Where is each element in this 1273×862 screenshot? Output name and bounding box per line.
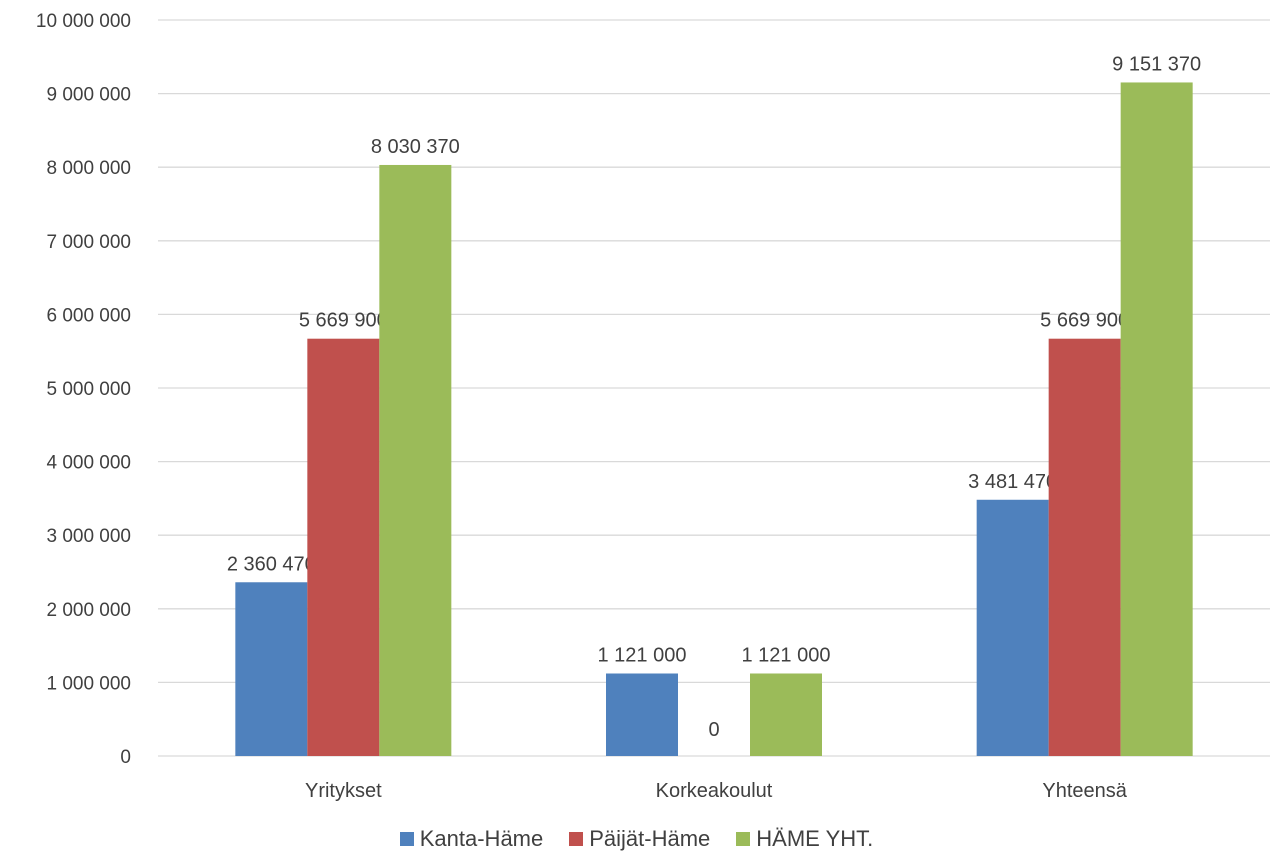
bar <box>606 673 678 756</box>
legend-swatch <box>736 832 751 846</box>
legend-label: Kanta-Häme <box>419 826 544 851</box>
data-label: 5 669 900 <box>299 310 388 332</box>
x-tick-label: Yritykset <box>305 780 382 802</box>
y-tick-label: 6 000 000 <box>46 305 131 326</box>
legend-label: Päijät-Häme <box>589 826 711 851</box>
y-tick-label: 5 000 000 <box>46 379 131 400</box>
x-tick-label: Yhteensä <box>1042 780 1127 802</box>
legend-swatch <box>569 832 584 846</box>
bar <box>976 499 1049 756</box>
y-tick-label: 3 000 000 <box>46 526 131 547</box>
bar-chart: 0 1 000 000 2 000 000 3 000 000 4 000 000 5 0… <box>36 11 1270 802</box>
y-tick-label: 4 000 000 <box>46 453 131 474</box>
bar <box>1120 82 1193 756</box>
legend-item: Päijät-Häme <box>569 826 710 852</box>
data-label: 3 481 470 <box>968 471 1057 493</box>
bar <box>750 673 822 756</box>
data-label: 2 360 470 <box>227 553 316 575</box>
data-label: 1 121 000 <box>598 644 687 666</box>
bar <box>1048 338 1121 756</box>
data-label: 8 030 370 <box>371 136 460 158</box>
y-tick-label: 1 000 000 <box>46 673 131 694</box>
x-tick-label: Korkeakoulut <box>656 780 773 802</box>
y-tick-label: 0 <box>120 747 131 768</box>
y-tick-label: 8 000 000 <box>46 158 131 179</box>
data-label: 1 121 000 <box>742 644 831 666</box>
bar <box>379 164 452 756</box>
y-tick-label: 2 000 000 <box>46 600 131 621</box>
legend-item: Kanta-Häme <box>399 826 544 852</box>
legend: Kanta-Häme Päijät-Häme HÄME YHT. <box>0 826 1273 852</box>
data-label: 5 669 900 <box>1040 310 1129 332</box>
legend-label: HÄME YHT. <box>756 826 874 851</box>
legend-item: HÄME YHT. <box>736 826 873 852</box>
data-label: 0 <box>708 719 719 741</box>
y-tick-label: 10 000 000 <box>36 11 131 32</box>
y-tick-label: 7 000 000 <box>46 232 131 253</box>
legend-swatch <box>399 832 414 846</box>
y-tick-label: 9 000 000 <box>46 85 131 106</box>
data-label: 9 151 370 <box>1112 53 1201 75</box>
bar <box>307 338 380 756</box>
bar <box>235 582 308 756</box>
